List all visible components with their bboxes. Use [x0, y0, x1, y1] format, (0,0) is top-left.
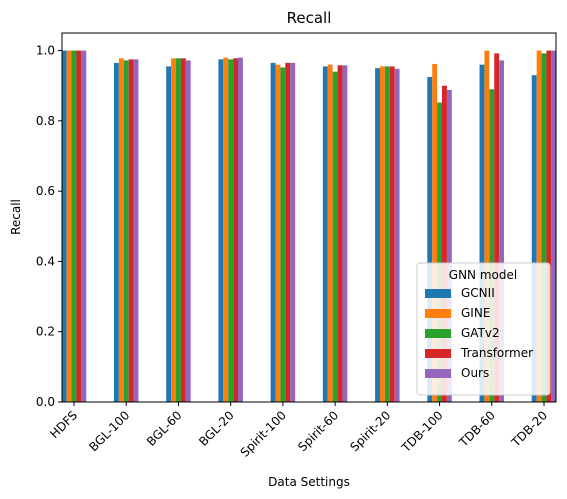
legend-label-gatv2: GATv2: [461, 326, 500, 340]
legend-label-gcnii: GCNII: [461, 286, 495, 300]
y-tick-label: 0.6: [36, 184, 55, 198]
y-tick-label: 0.2: [36, 325, 55, 339]
x-axis: HDFS BGL-100 BGL-60 BGL-20 Spirit-100 Spirit-…: [47, 402, 550, 460]
bar-gatv2-spirit-60: [332, 71, 338, 402]
bar-ours-spirit-60: [342, 65, 348, 402]
bar-gatv2-bgl-60: [175, 58, 181, 403]
bar-gatv2-bgl-20: [228, 59, 234, 403]
bar-gine-tdb-60: [484, 50, 490, 402]
bar-transformer-spirit-60: [337, 65, 343, 402]
bar-gatv2-spirit-100: [280, 67, 286, 402]
x-tick-label: BGL-100: [86, 408, 132, 454]
legend-swatch-transformer: [425, 349, 451, 358]
x-tick-label: TDB-20: [508, 408, 550, 450]
bar-transformer-spirit-20: [389, 66, 395, 402]
bar-transformer-tdb-20: [546, 50, 552, 402]
legend-swatch-gatv2: [425, 329, 451, 338]
y-tick-label: 0.0: [36, 395, 55, 409]
legend-label-ours: Ours: [461, 366, 489, 380]
x-tick-label: TDB-100: [398, 408, 445, 455]
bar-transformer-bgl-100: [128, 59, 134, 403]
bar-gine-spirit-20: [379, 66, 385, 402]
bar-gcnii-hdfs: [61, 50, 67, 402]
bar-transformer-bgl-60: [180, 58, 186, 403]
bar-ours-bgl-60: [185, 60, 191, 402]
bar-gine-spirit-100: [275, 64, 281, 402]
bar-ours-spirit-20: [394, 68, 400, 402]
bar-gatv2-spirit-20: [384, 66, 390, 402]
legend-label-gine: GINE: [461, 306, 490, 320]
chart-title: Recall: [287, 9, 332, 27]
bar-gcnii-bgl-100: [113, 62, 119, 403]
bar-transformer-tdb-100: [442, 85, 447, 403]
bar-transformer-hdfs: [76, 50, 82, 402]
bar-gcnii-spirit-60: [322, 66, 328, 402]
bar-gatv2-hdfs: [71, 50, 77, 402]
bar-gcnii-tdb-60: [479, 64, 485, 402]
legend-title: GNN model: [449, 268, 517, 282]
bar-ours-hdfs: [81, 50, 87, 402]
bar-gatv2-tdb-100: [437, 102, 443, 402]
bar-ours-tdb-20: [551, 50, 557, 402]
y-axis-label: Recall: [9, 199, 23, 235]
x-tick-label: Spirit-100: [238, 408, 289, 459]
bar-gatv2-tdb-60: [489, 89, 495, 402]
bar-gcnii-bgl-60: [166, 66, 172, 402]
bar-gine-tdb-20: [536, 50, 542, 402]
x-tick-label: Spirit-20: [347, 408, 393, 454]
x-axis-label: Data Settings: [268, 475, 350, 489]
legend: GNN model GCNII GINE GATv2 Transformer Ours: [416, 262, 551, 396]
bar-gine-hdfs: [66, 50, 72, 402]
bar-gcnii-tdb-100: [427, 76, 433, 403]
bar-transformer-bgl-20: [233, 58, 239, 403]
bar-ours-tdb-100: [446, 89, 452, 403]
bar-gine-spirit-60: [327, 64, 333, 402]
bar-gine-bgl-20: [223, 57, 229, 402]
plot-frame: [61, 32, 557, 403]
legend-swatch-gine: [425, 309, 451, 318]
legend-label-transformer: Transformer: [460, 346, 533, 360]
legend-swatch-ours: [425, 369, 451, 378]
bar-gine-bgl-60: [171, 58, 176, 403]
x-tick-label: HDFS: [47, 408, 80, 441]
bar-ours-tdb-60: [499, 60, 505, 402]
bar-gatv2-bgl-100: [123, 60, 129, 402]
bar-gine-tdb-100: [432, 63, 438, 403]
bar-gcnii-bgl-20: [218, 59, 224, 403]
y-tick-label: 0.4: [36, 254, 55, 268]
bar-ours-spirit-100: [290, 62, 296, 403]
bar-ours-bgl-20: [238, 57, 243, 402]
bar-gatv2-tdb-20: [541, 53, 547, 402]
y-axis: 0.0 0.2 0.4 0.6 0.8 1.0: [36, 44, 62, 409]
bar-gcnii-tdb-20: [531, 75, 537, 403]
x-tick-label: TDB-60: [456, 408, 498, 450]
x-tick-label: BGL-20: [196, 408, 237, 449]
bar-transformer-tdb-60: [494, 53, 500, 402]
x-tick-label: Spirit-60: [295, 408, 341, 454]
bar-gine-bgl-100: [118, 58, 124, 403]
bars-group: [61, 50, 557, 403]
x-tick-label: BGL-60: [144, 408, 185, 449]
bar-ours-bgl-100: [133, 59, 139, 403]
bar-gcnii-spirit-100: [270, 62, 276, 403]
y-tick-label: 1.0: [36, 44, 55, 58]
y-tick-label: 0.8: [36, 114, 55, 128]
bar-transformer-spirit-100: [285, 62, 291, 403]
legend-swatch-gcnii: [425, 289, 451, 298]
bar-gcnii-spirit-20: [375, 68, 380, 402]
